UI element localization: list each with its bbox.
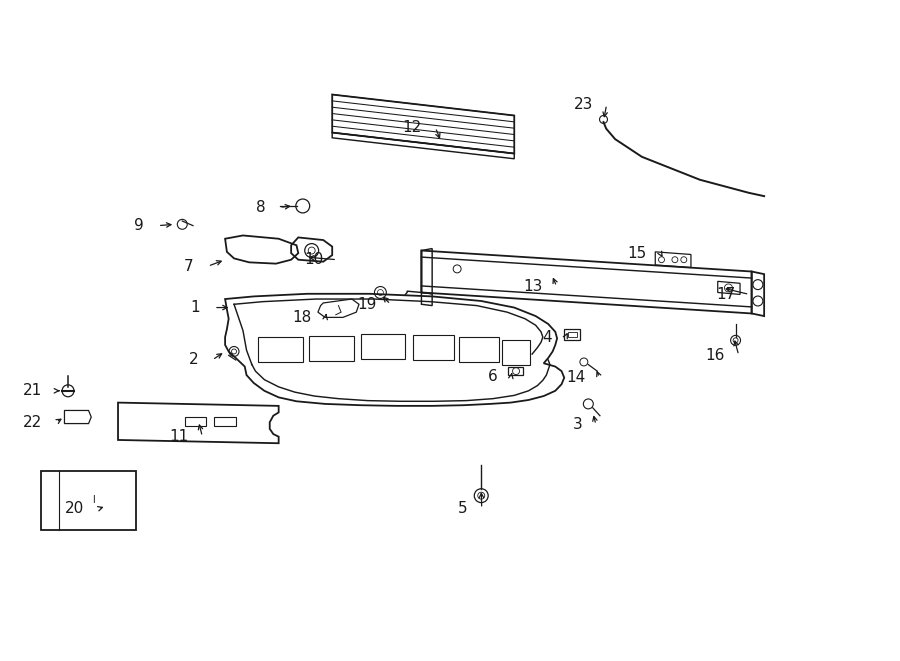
Text: 9: 9 [134, 218, 144, 233]
Text: 12: 12 [402, 120, 421, 135]
Text: 17: 17 [716, 287, 735, 302]
Text: 8: 8 [256, 200, 266, 215]
Text: l: l [92, 494, 94, 504]
Text: 7: 7 [184, 258, 194, 274]
Text: 23: 23 [573, 97, 593, 112]
Text: 6: 6 [488, 369, 498, 384]
Text: 19: 19 [357, 297, 377, 312]
Text: 21: 21 [22, 383, 42, 399]
Text: 13: 13 [524, 279, 543, 294]
Text: 20: 20 [65, 501, 84, 516]
Text: 1: 1 [191, 300, 200, 315]
Text: 2: 2 [189, 352, 198, 368]
Text: 15: 15 [627, 246, 646, 260]
Text: 16: 16 [706, 348, 724, 363]
Text: 18: 18 [292, 310, 311, 325]
Text: 14: 14 [566, 370, 586, 385]
Text: 11: 11 [169, 429, 188, 444]
Text: 5: 5 [458, 501, 468, 516]
Text: 3: 3 [572, 417, 582, 432]
Text: 22: 22 [22, 414, 42, 430]
Text: 4: 4 [542, 330, 552, 344]
Text: 10: 10 [304, 253, 323, 267]
